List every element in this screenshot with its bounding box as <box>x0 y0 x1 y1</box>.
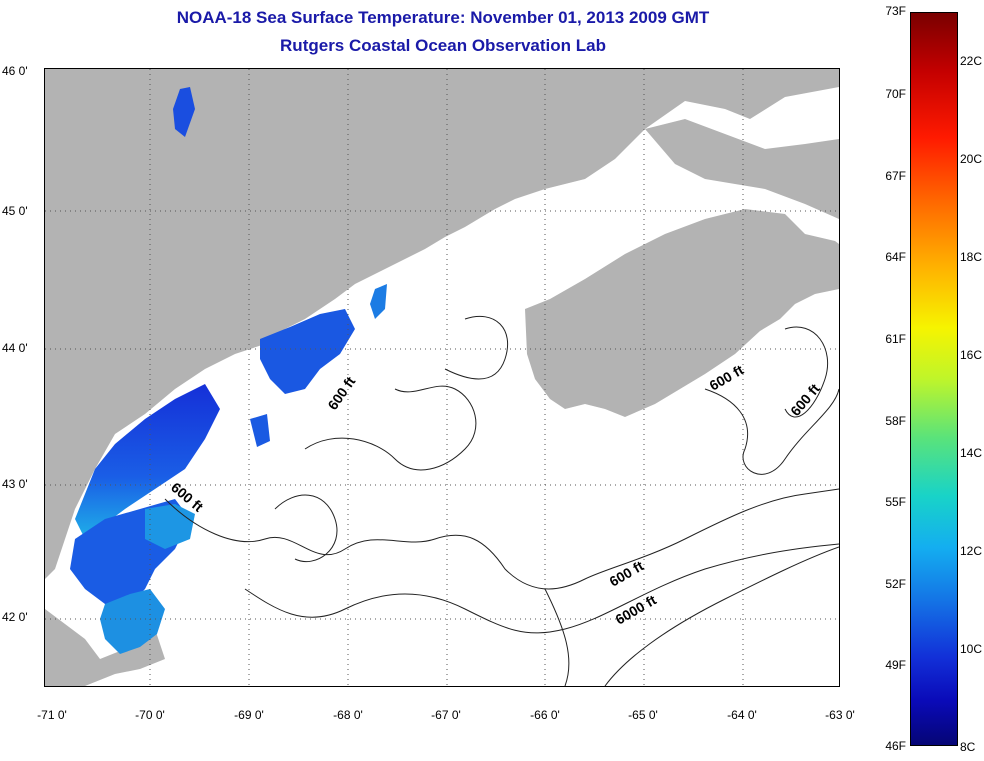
colorbar-label-61f: 61F <box>885 332 906 346</box>
sst-patch-small-1 <box>173 87 195 137</box>
lon-label-67: -67 0' <box>431 708 461 722</box>
lat-label-44: 44 0' <box>2 341 28 355</box>
map-canvas: 600 ft 600 ft 600 ft 600 ft 600 ft 6000 … <box>45 69 839 686</box>
bathymetry-contours <box>164 315 839 686</box>
lat-label-45: 45 0' <box>2 204 28 218</box>
sst-patch-penobscot <box>260 309 355 394</box>
lon-label-65: -65 0' <box>628 708 658 722</box>
colorbar-label-49f: 49F <box>885 658 906 672</box>
land-massachusetts <box>45 605 165 686</box>
colorbar-label-58f: 58F <box>885 414 906 428</box>
colorbar-label-73f: 73F <box>885 4 906 18</box>
lon-label-64: -64 0' <box>727 708 757 722</box>
colorbar-label-14c: 14C <box>960 446 983 460</box>
land-north-shore <box>645 119 839 219</box>
lon-label-71: -71 0' <box>37 708 67 722</box>
colorbar-label-52f: 52F <box>885 577 906 591</box>
colorbar-label-67f: 67F <box>885 169 906 183</box>
sst-patch-georges-fringe <box>145 504 195 549</box>
temperature-colorbar <box>910 12 958 746</box>
contour-label-600ft-1: 600 ft <box>324 373 358 412</box>
map-subtitle: Rutgers Coastal Ocean Observation Lab <box>280 36 606 55</box>
sst-patch-mass-bay <box>100 589 165 654</box>
colorbar-label-22c: 22C <box>960 54 983 68</box>
colorbar-label-12c: 12C <box>960 544 983 558</box>
colorbar-label-55f: 55F <box>885 495 906 509</box>
contour-labels: 600 ft 600 ft 600 ft 600 ft 600 ft 6000 … <box>168 361 823 627</box>
land-maine-newbrunswick <box>45 69 839 579</box>
lat-label-43: 43 0' <box>2 477 28 491</box>
colorbar-label-64f: 64F <box>885 250 906 264</box>
lat-label-46: 46 0' <box>2 64 28 78</box>
lon-label-69: -69 0' <box>234 708 264 722</box>
colorbar-label-10c: 10C <box>960 642 983 656</box>
lon-label-68: -68 0' <box>333 708 363 722</box>
sst-patch-small-2 <box>370 284 387 319</box>
colorbar-label-20c: 20C <box>960 152 983 166</box>
colorbar-label-18c: 18C <box>960 250 983 264</box>
colorbar-label-46f: 46F <box>885 739 906 753</box>
colorbar-label-8c: 8C <box>960 740 976 754</box>
land-nova-scotia <box>525 209 839 417</box>
sst-patch-small-3 <box>250 414 270 447</box>
lon-label-63: -63 0' <box>825 708 855 722</box>
lon-label-70: -70 0' <box>135 708 165 722</box>
contour-label-6000ft: 6000 ft <box>613 591 660 627</box>
sst-patch-coastal-maine <box>75 384 220 539</box>
map-title: NOAA-18 Sea Surface Temperature: Novembe… <box>176 8 710 27</box>
colorbar-label-16c: 16C <box>960 348 983 362</box>
contour-label-600ft-5: 600 ft <box>607 557 647 589</box>
lat-label-42: 42 0' <box>2 610 28 624</box>
sst-map: 600 ft 600 ft 600 ft 600 ft 600 ft 6000 … <box>44 68 840 687</box>
lon-label-66: -66 0' <box>530 708 560 722</box>
colorbar-label-70f: 70F <box>885 87 906 101</box>
